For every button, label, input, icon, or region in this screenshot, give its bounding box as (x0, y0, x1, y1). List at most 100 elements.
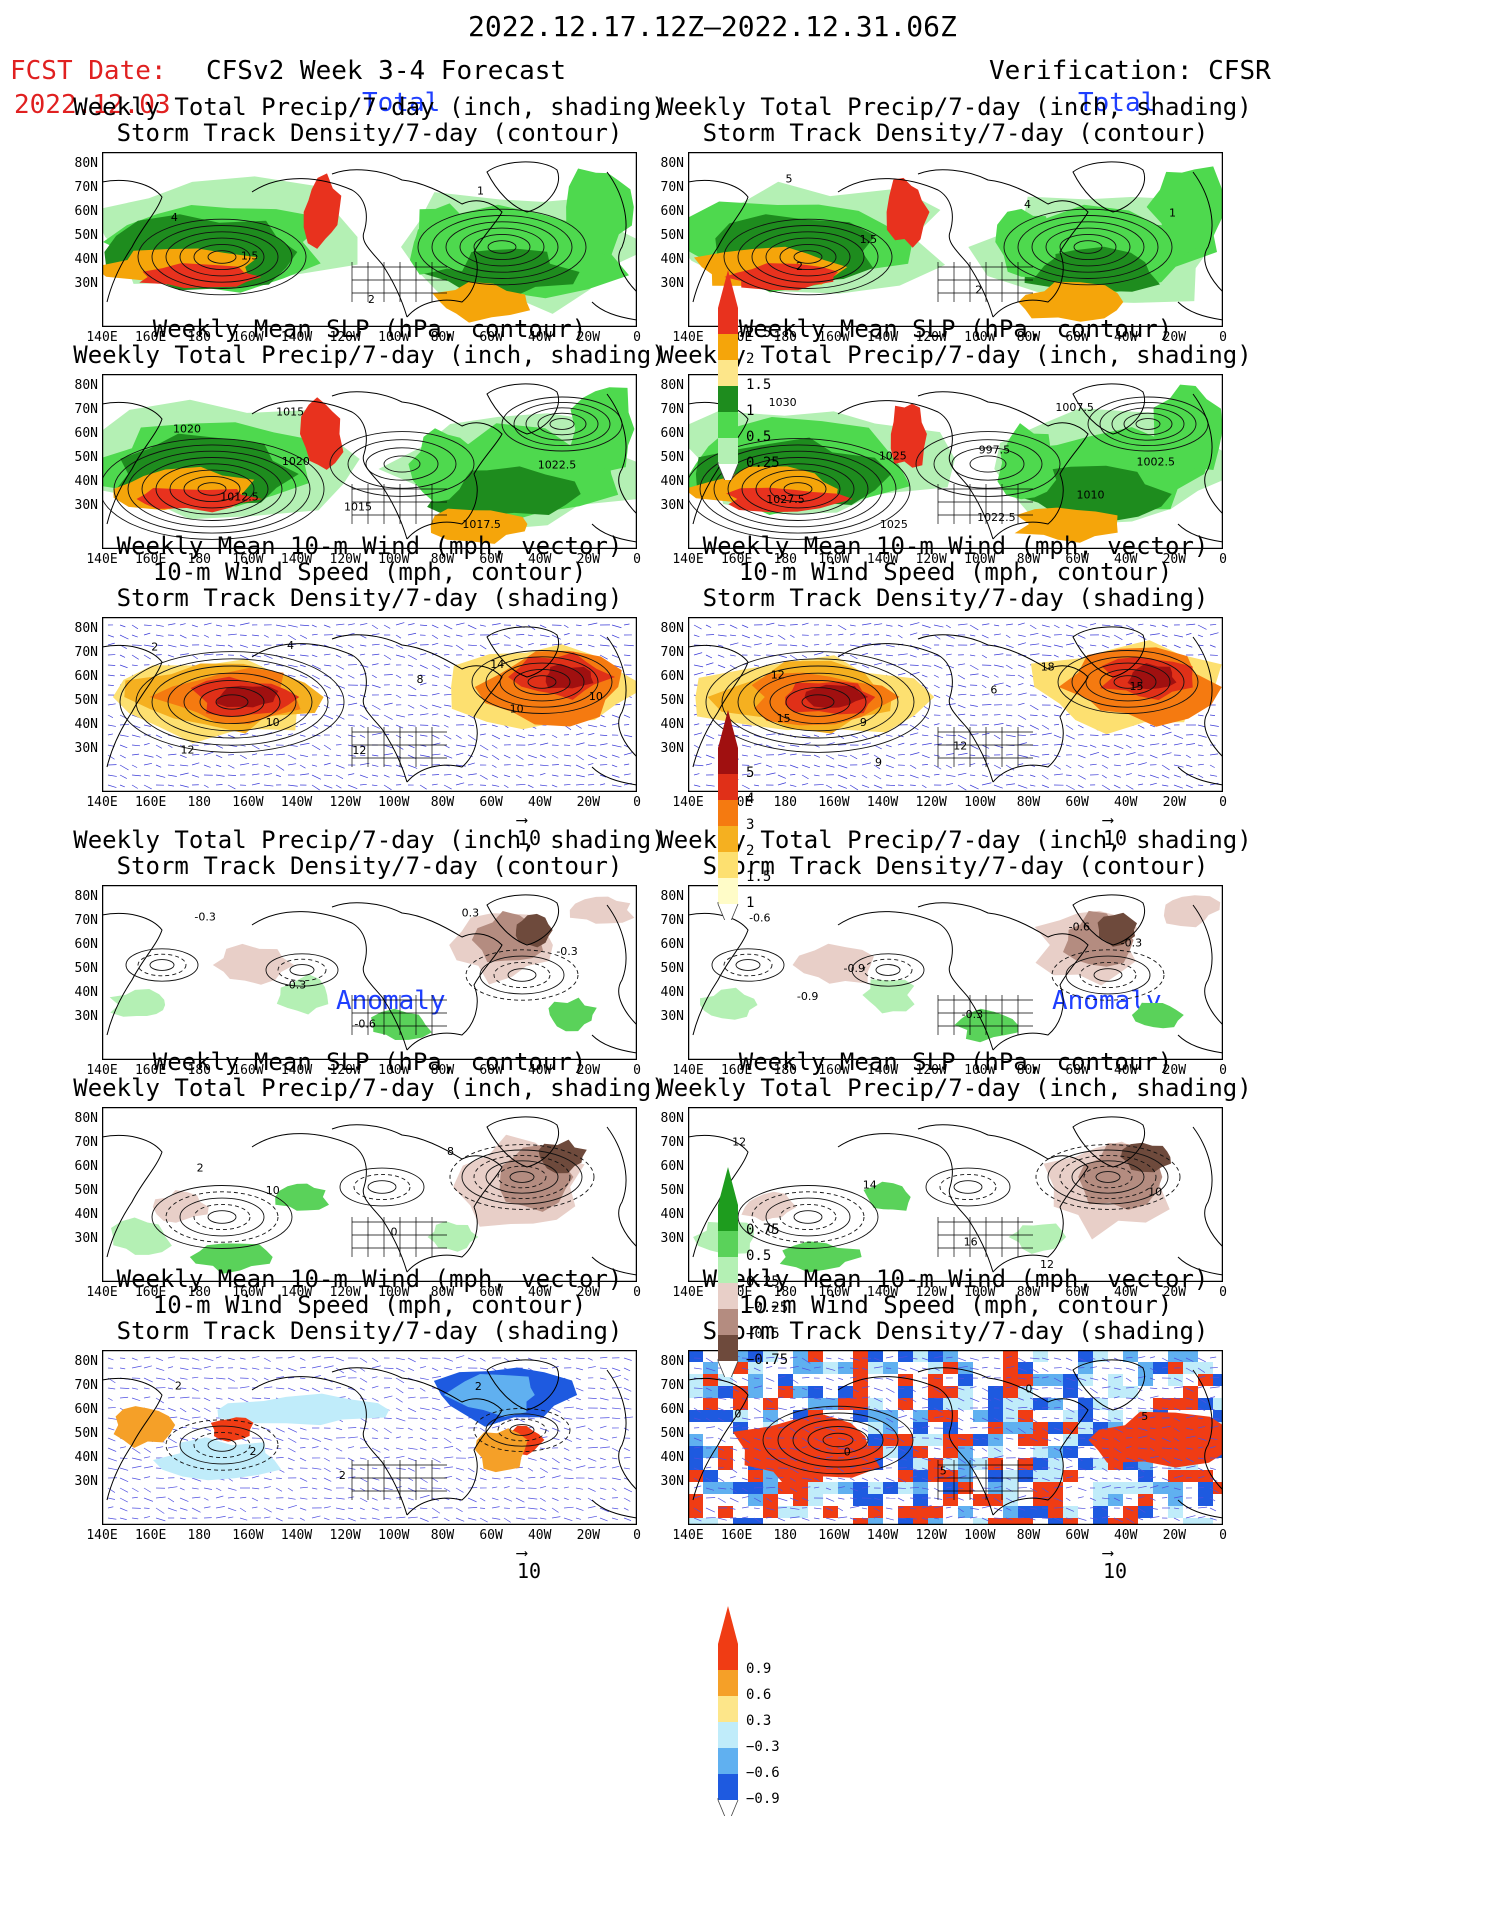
wind-vector (335, 644, 343, 648)
wind-vector (885, 634, 892, 637)
shading-region (432, 281, 531, 323)
wind-vector (837, 764, 848, 769)
lon-tick-label: 20W (576, 1285, 601, 1300)
coastline-north-america (251, 634, 503, 783)
contour-line (1123, 412, 1173, 436)
wind-vector (143, 1447, 151, 1453)
wind-vector (729, 1497, 739, 1503)
lon-tick-label: 140E (86, 1528, 118, 1543)
wind-vector (1209, 774, 1218, 777)
contour-line (1085, 662, 1171, 702)
wind-vector (1125, 1497, 1133, 1500)
wind-vector (885, 734, 893, 737)
wind-vector (969, 1357, 979, 1361)
wind-vector (969, 634, 976, 637)
wind-vector (335, 694, 343, 697)
contour-label: -0.3 (194, 910, 215, 923)
panel-title-line: Weekly Total Precip/7-day (inch, shading… (73, 826, 666, 854)
wind-vector (873, 754, 879, 759)
wind-vector (299, 1377, 306, 1380)
wind-vector (299, 644, 306, 646)
shading-region (212, 943, 295, 985)
wind-vector (431, 664, 441, 670)
wind-vector (107, 1407, 116, 1409)
wind-vector (981, 1387, 989, 1392)
contour-label: 0 (1025, 1383, 1032, 1396)
wind-vector (335, 1427, 343, 1431)
wind-vector (1197, 714, 1204, 717)
wind-vector (599, 1407, 607, 1410)
shading-cell (688, 1446, 703, 1458)
wind-vector (1065, 1486, 1073, 1489)
wind-vector (1209, 764, 1215, 768)
wind-vector (347, 623, 355, 626)
lat-tick-label: 80N (660, 889, 684, 904)
wind-vector (227, 764, 235, 769)
contour-line (527, 675, 557, 689)
wind-vector (801, 1357, 811, 1364)
wind-vector (299, 1457, 307, 1462)
wind-vector (143, 644, 154, 647)
wind-vector (611, 624, 622, 629)
arrow-right-icon: ⟶ (517, 1543, 527, 1562)
wind-vector (179, 1357, 189, 1360)
wind-vector (359, 1437, 368, 1443)
contour-line (197, 482, 227, 496)
shading-region (275, 1183, 329, 1211)
wind-vector (777, 1507, 787, 1509)
wind-vector (753, 1377, 760, 1380)
wind-vector (1149, 1427, 1156, 1430)
contour-line (801, 694, 835, 710)
wind-vector (587, 763, 594, 766)
wind-vector (1077, 1357, 1087, 1362)
wind-vector (251, 1367, 260, 1370)
wind-vector (957, 684, 967, 688)
colorbar-swatch (718, 1722, 738, 1748)
wind-vector (1029, 1507, 1037, 1510)
wind-vector (969, 1516, 978, 1519)
wind-vector (191, 1477, 202, 1482)
wind-vector (311, 1387, 320, 1393)
wind-vector (861, 1377, 869, 1382)
wind-vector (921, 742, 932, 746)
wind-vector (143, 1377, 153, 1383)
wind-vector (1209, 1507, 1217, 1512)
wind-vector (897, 653, 908, 656)
wind-vector (107, 1387, 116, 1390)
wind-vector (203, 1365, 211, 1369)
shading-cell (823, 1506, 838, 1518)
wind-vector (611, 1386, 622, 1389)
wind-vector (599, 1446, 610, 1449)
wind-vector (371, 1507, 379, 1511)
wind-vector (729, 1447, 738, 1451)
wind-vector (909, 1387, 916, 1393)
wind-vector (407, 734, 414, 737)
wind-vector (299, 1517, 305, 1521)
shading-cell (868, 1410, 883, 1422)
wind-vector (861, 633, 870, 636)
wind-vector (1161, 731, 1172, 736)
wind-vector (717, 644, 724, 647)
wind-vector (993, 664, 1004, 668)
contour-line (777, 1412, 899, 1468)
lat-tick-label: 70N (660, 645, 684, 660)
wind-vector (717, 623, 725, 626)
shading-cell (943, 1482, 958, 1494)
wind-vector (335, 754, 342, 757)
wind-vector (599, 1497, 606, 1501)
wind-vector (993, 1437, 1000, 1440)
wind-vector (921, 1397, 930, 1401)
wind-vector (539, 1367, 548, 1370)
wind-vector (323, 774, 333, 777)
lat-tick-label: 50N (660, 1426, 684, 1441)
wind-vector (431, 783, 438, 786)
wind-vector (323, 744, 332, 750)
wind-vector (945, 634, 955, 639)
coastline-greenland (486, 383, 559, 435)
wind-vector (611, 1457, 618, 1460)
wind-vector (705, 672, 715, 676)
contour-label: 10 (589, 690, 603, 703)
wind-vector (801, 1497, 809, 1501)
wind-vector (993, 764, 1002, 769)
wind-vector (1029, 624, 1037, 630)
